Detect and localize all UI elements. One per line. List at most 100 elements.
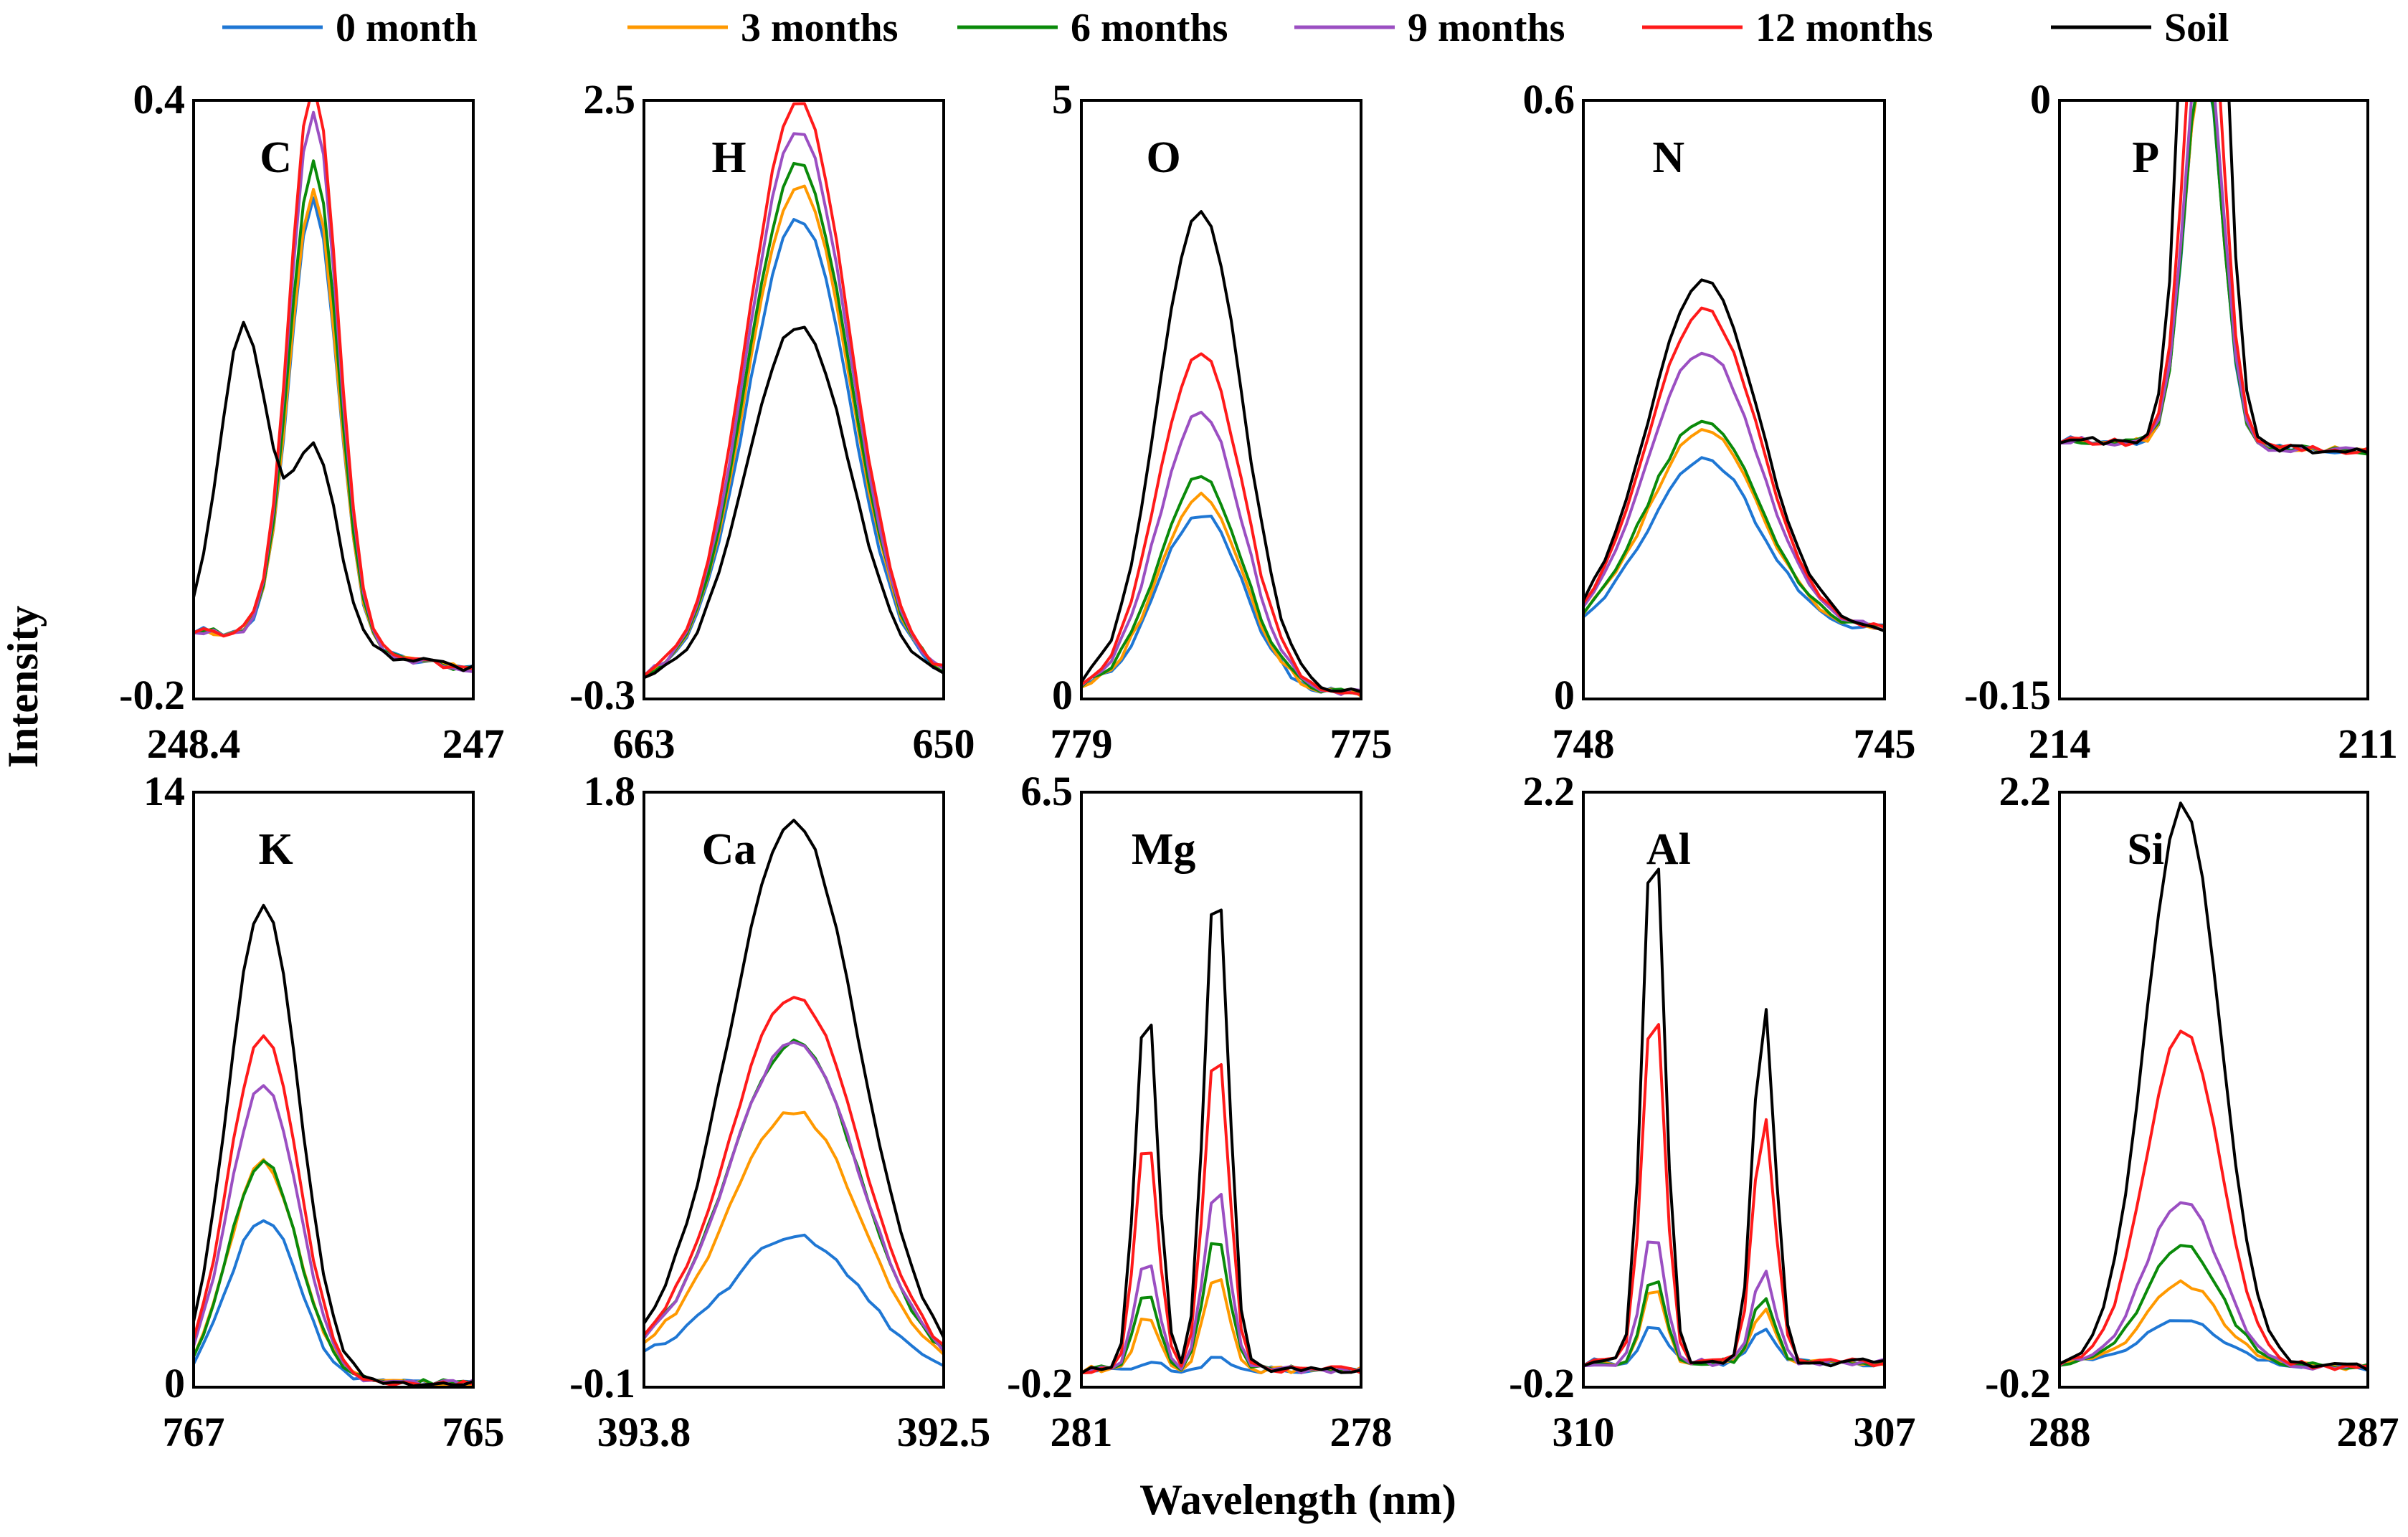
xtick-left-C: 248.4	[147, 720, 241, 767]
series-K-0	[194, 1219, 473, 1386]
element-label-Mg: Mg	[1132, 825, 1196, 874]
xtick-left-K: 767	[163, 1409, 225, 1455]
series-C-4	[194, 100, 473, 670]
series-H-5	[644, 325, 944, 680]
panel-frame-K	[192, 791, 475, 1389]
series-N-2	[1583, 419, 1885, 628]
y-axis-title: Intensity	[0, 606, 47, 768]
x-axis-title: Wavelength (nm)	[1139, 1476, 1456, 1523]
series-N-1	[1583, 428, 1885, 631]
panel-frame-P	[2058, 99, 2369, 700]
panel-frame-Si	[2058, 791, 2369, 1389]
ytick-bottom-K: 0	[164, 1360, 185, 1407]
xtick-left-O: 779	[1051, 720, 1113, 767]
series-H-4	[644, 102, 944, 677]
series-O-3	[1081, 411, 1361, 696]
series-Ca-0	[644, 1233, 944, 1367]
series-O-4	[1081, 352, 1361, 696]
xtick-right-Al: 307	[1854, 1409, 1916, 1455]
element-label-O: O	[1146, 133, 1180, 182]
xtick-right-P: 211	[2338, 720, 2398, 767]
ytick-top-N: 0.6	[1523, 76, 1575, 123]
xtick-left-N: 748	[1553, 720, 1615, 767]
ytick-bottom-Al: -0.2	[1509, 1360, 1575, 1407]
ytick-top-Si: 2.2	[1999, 768, 2052, 814]
panel-frame-N	[1582, 99, 1886, 700]
ytick-top-P: 0	[2030, 76, 2051, 123]
ytick-top-H: 2.5	[584, 76, 636, 123]
series-Si-5	[2059, 801, 2368, 1371]
xtick-left-Si: 288	[2029, 1409, 2091, 1455]
panel-frame-O	[1080, 99, 1362, 700]
series-O-2	[1081, 475, 1361, 695]
series-N-3	[1583, 351, 1885, 632]
panel-frame-C	[192, 99, 475, 700]
series-Ca-5	[644, 819, 944, 1338]
series-K-5	[194, 903, 473, 1387]
ytick-top-K: 14	[143, 768, 185, 814]
xtick-right-Mg: 278	[1330, 1409, 1393, 1455]
element-label-Ca: Ca	[702, 825, 757, 874]
ytick-top-O: 5	[1052, 76, 1073, 123]
xtick-left-P: 214	[2029, 720, 2091, 767]
series-K-2	[194, 1159, 473, 1387]
ytick-top-C: 0.4	[133, 76, 186, 123]
xtick-left-Al: 310	[1553, 1409, 1615, 1455]
series-Ca-4	[644, 996, 944, 1346]
series-Si-2	[2059, 1244, 2368, 1370]
element-label-K: K	[258, 825, 293, 874]
series-O-0	[1081, 514, 1361, 695]
ytick-top-Mg: 6.5	[1021, 768, 1073, 814]
ytick-bottom-P: -0.15	[1964, 672, 2051, 718]
xtick-right-Ca: 392.5	[897, 1409, 991, 1455]
ytick-top-Ca: 1.8	[584, 768, 636, 814]
element-label-H: H	[711, 133, 746, 182]
xtick-right-H: 650	[913, 720, 975, 767]
series-P-3	[2059, 100, 2368, 454]
legend-label-2: 6 months	[1071, 6, 1228, 50]
xtick-left-Mg: 281	[1051, 1409, 1113, 1455]
legend-label-1: 3 months	[741, 6, 898, 50]
series-N-4	[1583, 306, 1885, 629]
panel-frame-Mg	[1080, 791, 1362, 1389]
ytick-bottom-Mg: -0.2	[1007, 1360, 1073, 1407]
panel-frame-H	[643, 99, 945, 700]
series-Mg-5	[1081, 908, 1361, 1374]
xtick-left-H: 663	[613, 720, 676, 767]
element-label-Al: Al	[1646, 825, 1691, 874]
series-Si-4	[2059, 1029, 2368, 1371]
series-N-0	[1583, 456, 1885, 629]
element-label-P: P	[2132, 133, 2159, 182]
series-Al-5	[1583, 867, 1885, 1368]
series-P-4	[2059, 100, 2368, 455]
legend: 0 month 3 months 6 months 9 months 12 months…	[222, 6, 2229, 50]
series-N-5	[1583, 278, 1885, 633]
series-Ca-1	[644, 1110, 944, 1356]
series-Ca-3	[644, 1040, 944, 1352]
ytick-bottom-N: 0	[1554, 672, 1575, 718]
legend-label-0: 0 month	[336, 6, 478, 50]
xtick-right-C: 247	[442, 720, 505, 767]
element-label-C: C	[260, 133, 292, 182]
xtick-right-Si: 287	[2337, 1409, 2399, 1455]
element-label-N: N	[1652, 133, 1684, 182]
legend-label-3: 9 months	[1408, 6, 1565, 50]
ytick-top-Al: 2.2	[1523, 768, 1575, 814]
series-C-3	[194, 110, 473, 673]
legend-label-5: Soil	[2164, 6, 2229, 50]
panel-frame-Al	[1582, 791, 1886, 1389]
xtick-left-Ca: 393.8	[597, 1409, 691, 1455]
series-C-5	[194, 320, 473, 672]
ytick-bottom-Ca: -0.1	[569, 1360, 635, 1407]
ytick-bottom-C: -0.2	[119, 672, 185, 718]
